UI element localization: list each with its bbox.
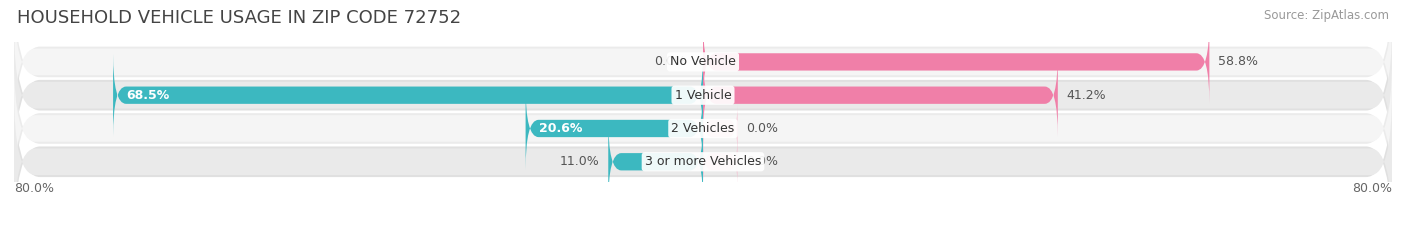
FancyBboxPatch shape xyxy=(14,58,1392,198)
Text: 20.6%: 20.6% xyxy=(538,122,582,135)
FancyBboxPatch shape xyxy=(14,11,1392,180)
FancyBboxPatch shape xyxy=(526,87,703,170)
FancyBboxPatch shape xyxy=(112,54,703,137)
Text: 68.5%: 68.5% xyxy=(127,89,169,102)
Text: HOUSEHOLD VEHICLE USAGE IN ZIP CODE 72752: HOUSEHOLD VEHICLE USAGE IN ZIP CODE 7275… xyxy=(17,9,461,27)
Text: 41.2%: 41.2% xyxy=(1066,89,1107,102)
FancyBboxPatch shape xyxy=(14,77,1392,233)
Text: Source: ZipAtlas.com: Source: ZipAtlas.com xyxy=(1264,9,1389,22)
Text: 0.0%: 0.0% xyxy=(747,122,778,135)
FancyBboxPatch shape xyxy=(14,92,1392,232)
Text: 2 Vehicles: 2 Vehicles xyxy=(672,122,734,135)
Text: 3 or more Vehicles: 3 or more Vehicles xyxy=(645,155,761,168)
FancyBboxPatch shape xyxy=(703,54,1057,137)
FancyBboxPatch shape xyxy=(14,25,1392,165)
Text: 1 Vehicle: 1 Vehicle xyxy=(675,89,731,102)
FancyBboxPatch shape xyxy=(703,104,738,153)
Text: 80.0%: 80.0% xyxy=(1353,182,1392,195)
Text: 80.0%: 80.0% xyxy=(14,182,53,195)
FancyBboxPatch shape xyxy=(703,137,738,186)
Text: 58.8%: 58.8% xyxy=(1218,55,1258,69)
FancyBboxPatch shape xyxy=(14,0,1392,147)
FancyBboxPatch shape xyxy=(609,120,703,203)
Text: 0.0%: 0.0% xyxy=(747,155,778,168)
Text: No Vehicle: No Vehicle xyxy=(671,55,735,69)
Text: 0.0%: 0.0% xyxy=(654,55,686,69)
Text: 11.0%: 11.0% xyxy=(560,155,599,168)
FancyBboxPatch shape xyxy=(14,0,1392,132)
FancyBboxPatch shape xyxy=(703,21,1209,103)
FancyBboxPatch shape xyxy=(14,44,1392,213)
